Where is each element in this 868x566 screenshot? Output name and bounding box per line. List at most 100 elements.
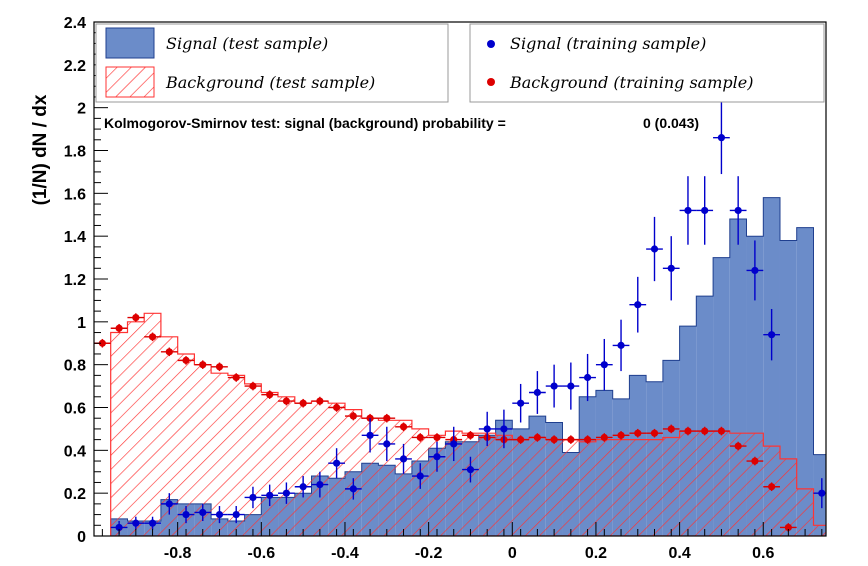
x-tick-label: 0.2 [585, 545, 607, 562]
background-training-point [127, 313, 145, 322]
signal-training-point [160, 493, 178, 515]
background-training-point [160, 347, 178, 357]
ks-test-label: Kolmogorov-Smirnov test: signal (backgro… [104, 115, 506, 131]
background-training-point [294, 398, 312, 408]
legend-label-background-test: Background (test sample) [165, 73, 375, 92]
signal-training-point [244, 486, 262, 509]
signal-training-point [395, 443, 412, 474]
background-training-point [177, 356, 195, 365]
signal-training-point [562, 362, 580, 410]
signal-training-point [495, 409, 513, 449]
background-training-point [227, 373, 245, 382]
signal-training-point [194, 503, 212, 522]
signal-training-point [813, 478, 826, 509]
signal-training-point [646, 216, 663, 282]
legend-label-signal-test: Signal (test sample) [166, 34, 328, 53]
background-training-point [529, 433, 546, 442]
background-training-point [311, 396, 329, 406]
background-training-point [462, 431, 479, 440]
signal-training-point [177, 506, 195, 524]
signal-training-point [361, 418, 379, 453]
y-tick-label: 1 [77, 315, 86, 332]
signal-training-point [579, 353, 596, 402]
background-training-point [696, 426, 714, 436]
signal-training-point [612, 319, 630, 372]
signal-training-point [445, 426, 463, 462]
x-tick-label: 0 [508, 545, 517, 562]
signal-training-point [227, 506, 245, 524]
background-training-point [679, 426, 697, 436]
background-training-point [512, 435, 530, 444]
background-training-point [746, 456, 764, 466]
x-tick-label: -0.8 [164, 545, 192, 562]
y-tick-label: 0.8 [64, 358, 86, 375]
signal-training-point [311, 471, 329, 498]
y-tick-label: 0 [77, 529, 86, 546]
background-training-point [595, 433, 613, 442]
signal-training-point [729, 176, 747, 245]
signal-training-point [529, 371, 546, 414]
y-tick-label: 2.2 [64, 58, 86, 75]
signal-test-bar [796, 227, 814, 536]
signal-training-point [411, 463, 429, 489]
signal-training-point [512, 383, 530, 423]
x-tick-label: -0.2 [415, 545, 443, 562]
legend-label-background-training: Background (training sample) [509, 73, 753, 92]
signal-training-point [211, 506, 228, 524]
signal-training-point [662, 236, 680, 301]
y-tick-label: 2.4 [64, 15, 86, 32]
signal-training-point [344, 478, 362, 500]
signal-training-point [462, 456, 479, 483]
background-training-point [194, 360, 212, 369]
y-tick-label: 1.6 [64, 186, 86, 203]
background-training-point [411, 433, 429, 442]
x-tick-label: -0.4 [331, 545, 359, 562]
signal-training-point [261, 484, 279, 507]
y-tick-label: 1.4 [64, 229, 86, 246]
legend-box-left [95, 23, 449, 103]
background-training-point [261, 390, 279, 399]
background-training-point [729, 441, 747, 451]
legend-swatch-background-test [105, 66, 155, 98]
plot-frame [93, 21, 827, 537]
background-training-point [378, 413, 396, 423]
background-training-point [94, 338, 111, 348]
signal-training-point [294, 476, 312, 498]
background-training-point [562, 435, 580, 444]
x-tick-label: 0.4 [668, 545, 690, 562]
background-test-hatch [110, 313, 826, 536]
legend-marker-signal-training [487, 40, 495, 48]
background-training-point [110, 323, 128, 333]
signal-training-point [378, 426, 396, 462]
signal-training-point [144, 516, 161, 530]
y-tick-label: 1.8 [64, 144, 86, 161]
x-tick-label: 0.6 [752, 545, 774, 562]
background-training-point [662, 424, 680, 434]
signal-training-point [713, 101, 730, 175]
background-training-point [328, 403, 345, 412]
background-training-point [428, 433, 446, 442]
y-tick-label: 2 [77, 101, 86, 118]
signal-training-point [629, 276, 647, 333]
background-training-point [579, 435, 596, 444]
background-training-point [713, 426, 730, 436]
background-training-point [144, 332, 161, 342]
y-axis-label: (1/N) dN / dx [30, 94, 51, 205]
background-training-point [344, 411, 362, 421]
background-training-point [211, 362, 228, 372]
legend-marker-background-training [487, 78, 495, 86]
ks-test-value: 0 (0.043) [643, 115, 699, 131]
background-training-point [545, 435, 563, 444]
signal-training-point [428, 441, 446, 472]
background-training-point [629, 428, 647, 438]
signal-training-point [328, 448, 345, 479]
signal-training-point [595, 338, 613, 391]
y-tick-label: 1.2 [64, 272, 86, 289]
signal-training-point [127, 516, 145, 530]
y-tick-label: 0.4 [64, 443, 86, 460]
background-training-point [646, 428, 663, 438]
signal-training-point [478, 411, 496, 447]
signal-training-point [545, 364, 563, 408]
signal-training-point [746, 240, 764, 301]
